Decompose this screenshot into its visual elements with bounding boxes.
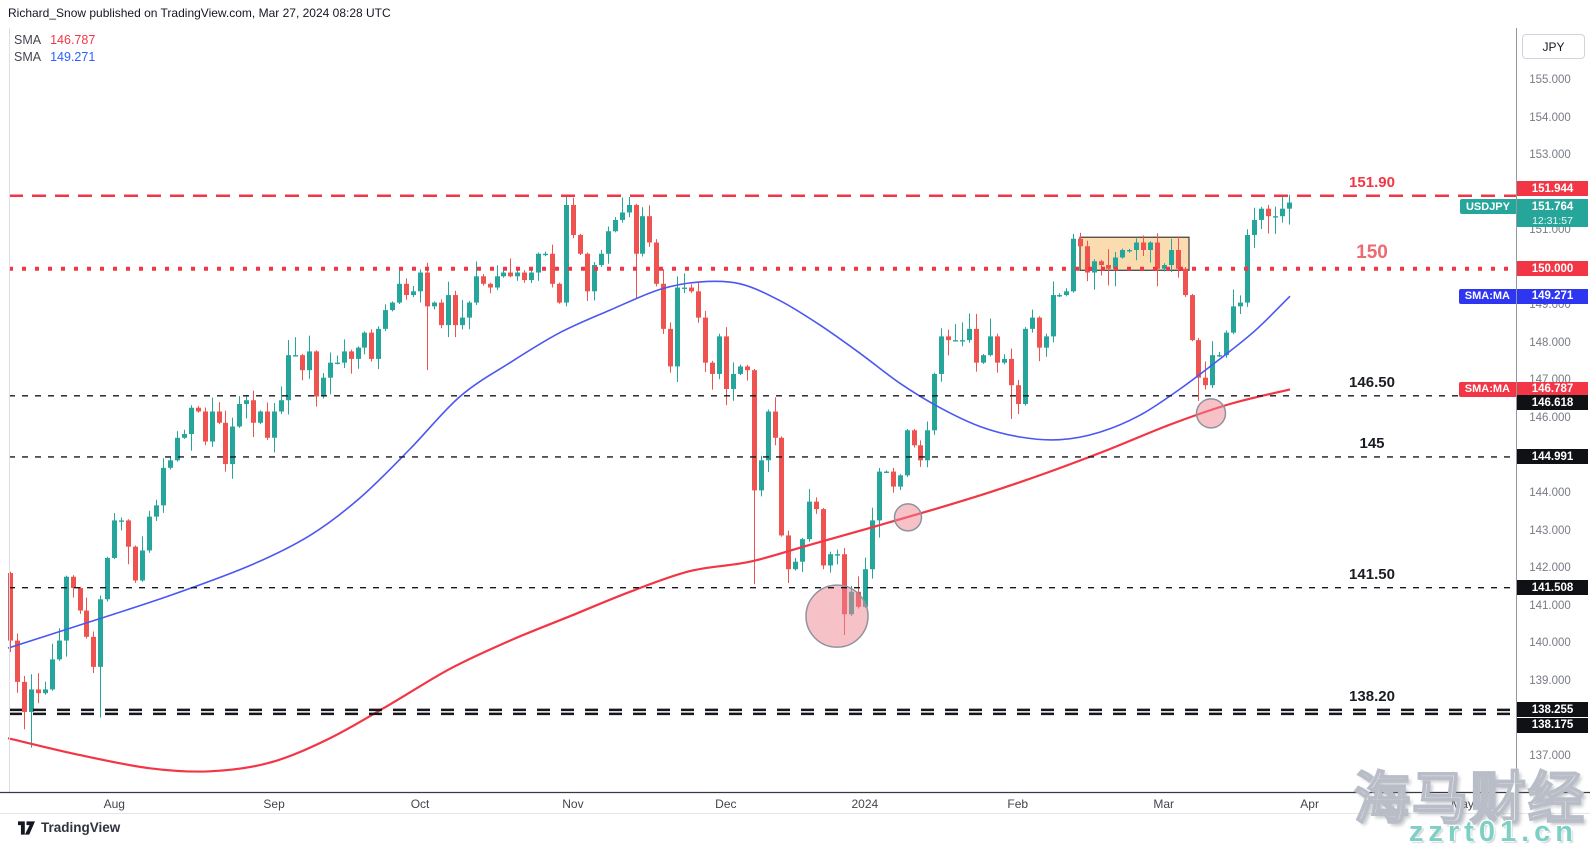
price-tick-142.000: 142.000 <box>1529 562 1571 575</box>
time-axis-label-Feb: Feb <box>1007 797 1029 811</box>
time-axis-label-May: May <box>1451 797 1474 811</box>
time-axis-label-Oct: Oct <box>410 797 430 811</box>
time-axis-label-Aug: Aug <box>103 797 125 811</box>
scale-tag-usdjpy: USDJPY <box>1459 199 1516 215</box>
level-label-145: 145 <box>1359 434 1385 452</box>
legend-sma-slow[interactable]: SMA 146.787 <box>14 31 95 48</box>
level-label-150: 150 <box>1356 241 1388 263</box>
level-label-146.50: 146.50 <box>1349 373 1395 391</box>
price-badge-level-144991: 144.991 <box>1517 449 1588 465</box>
time-axis-label-2024: 2024 <box>851 797 879 811</box>
price-badge-level-138175: 138.175 <box>1517 717 1588 733</box>
time-axis-label-Apr: Apr <box>1300 797 1319 811</box>
attribution-text: Richard_Snow published on TradingView.co… <box>8 6 391 20</box>
indicator-legend: SMA 146.787 SMA 149.271 <box>14 31 95 65</box>
price-tick-146.000: 146.000 <box>1529 412 1571 424</box>
tradingview-logo-text: TradingView <box>41 820 121 835</box>
price-tick-153.000: 153.000 <box>1529 149 1571 162</box>
price-badge-sma-blue: 149.271 <box>1517 288 1588 304</box>
time-axis-label-Mar: Mar <box>1153 797 1175 811</box>
bar-countdown: 12:31:57 <box>1517 214 1588 228</box>
price-badge-level-150000: 150.000 <box>1517 261 1588 277</box>
legend-sma-slow-value: 146.787 <box>50 32 96 47</box>
time-axis-label-Dec: Dec <box>715 797 737 811</box>
level-label-138.20: 138.20 <box>1349 687 1395 705</box>
price-tick-143.000: 143.000 <box>1529 524 1571 537</box>
scale-tag-sma-ma: SMA:MA <box>1458 288 1516 304</box>
time-axis-label-Sep: Sep <box>263 797 285 811</box>
legend-sma-slow-label: SMA <box>14 32 42 47</box>
level-label-141.50: 141.50 <box>1349 565 1395 583</box>
scale-tag-sma-ma: SMA:MA <box>1458 381 1516 397</box>
legend-sma-fast-value: 149.271 <box>50 49 96 64</box>
tradingview-logo-icon <box>18 820 35 835</box>
price-tick-137.000: 137.000 <box>1529 750 1571 762</box>
price-tick-144.000: 144.000 <box>1529 487 1571 500</box>
price-tick-154.000: 154.000 <box>1529 111 1571 124</box>
level-label-151.90: 151.90 <box>1349 173 1395 191</box>
price-tick-151.000: 151.000 <box>1529 224 1571 237</box>
watermark-cjk: 海马财经 <box>1353 766 1586 831</box>
price-badge-level-141508: 141.508 <box>1517 580 1588 596</box>
watermark-url: zzrt01.cn <box>1408 816 1578 848</box>
price-badge-level-138255: 138.255 <box>1517 702 1588 718</box>
price-tick-140.000: 140.000 <box>1529 637 1571 650</box>
price-tick-141.000: 141.000 <box>1529 599 1571 612</box>
legend-sma-fast-label: SMA <box>14 49 42 64</box>
price-badge-level-151944: 151.944 <box>1517 181 1588 197</box>
price-badge-level-146618: 146.618 <box>1517 395 1588 411</box>
tradingview-logo[interactable]: TradingView <box>18 820 120 835</box>
price-tick-148.000: 148.000 <box>1529 336 1571 349</box>
price-tick-155.000: 155.000 <box>1529 74 1571 86</box>
price-tick-139.000: 139.000 <box>1529 674 1571 687</box>
time-axis-label-Nov: Nov <box>562 797 584 811</box>
legend-sma-fast[interactable]: SMA 149.271 <box>14 48 95 65</box>
price-scale[interactable]: 155.000 154.000 153.000 151.000 149.000 148.0… <box>1517 0 1590 813</box>
price-badge-sma-red: 146.787 <box>1517 381 1588 397</box>
currency-toggle-button[interactable]: JPY <box>1522 34 1585 59</box>
price-badge-last-price: 151.764 <box>1517 199 1588 215</box>
